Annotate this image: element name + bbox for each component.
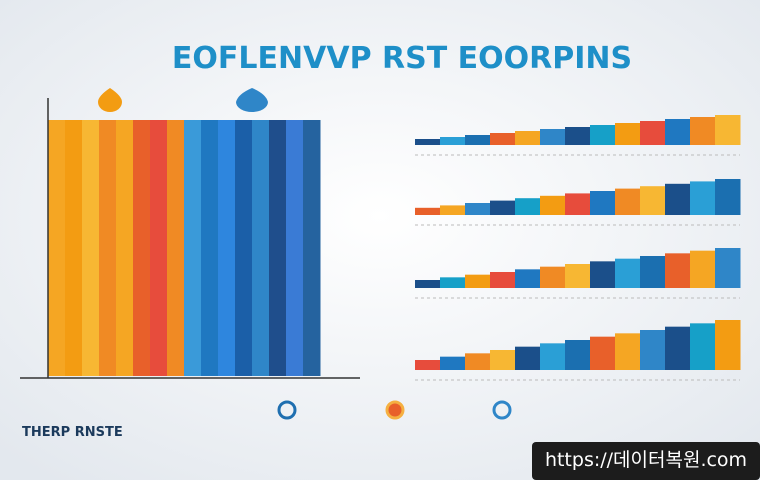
ramp-bar [515,131,541,145]
ramp-bar [615,123,641,145]
ramp-bar [640,121,666,145]
title: EOFLENVVP RST EOORPINS [172,41,632,76]
ramp-bar [715,320,741,370]
ramp-bar [715,248,741,288]
stripe [269,120,287,376]
ramp-bar [615,188,641,215]
ramp-bar [465,274,491,288]
ramp-bar [540,129,566,145]
icon [385,400,405,420]
ramp-bar [565,193,591,215]
stripe [167,120,185,376]
stripe [133,120,151,376]
ramp-bar [665,183,691,215]
stripe [116,120,134,376]
stripe [201,120,219,376]
ramp-bar [640,330,666,370]
ramp-bar [565,127,591,145]
stripe [235,120,253,376]
ramp-bar [690,181,716,215]
right-panel [415,115,741,381]
stripe [184,120,202,376]
ramp-bar [540,195,566,215]
icon [277,400,297,420]
stripe [48,120,66,376]
ramp-bar [465,135,491,145]
stripe [252,120,270,376]
ramp-bar [490,133,516,145]
ramp-bar [490,350,516,370]
ramp-bar [665,326,691,370]
ramp-bar [440,205,466,215]
ramp-bar [415,360,441,370]
ramp-bar [640,256,666,288]
stripe [65,120,83,376]
ramp-bar [515,269,541,288]
ramp-bar [415,280,441,288]
stripe [150,120,168,376]
ramp-bar [490,272,516,288]
ramp-bar [590,191,616,215]
ramp-bar [415,139,441,145]
ramp-bar [515,346,541,370]
ramp-bar [690,250,716,288]
ramp-bar [440,277,466,288]
ramp-bar [665,253,691,288]
stripe [218,120,236,376]
ramp-bar [415,207,441,215]
ramp-bar [490,200,516,215]
ramp-bar [640,186,666,215]
stripe [99,120,117,376]
ramp-bar [565,340,591,370]
ramp-bar [665,119,691,145]
marker [98,88,122,112]
stripe [303,120,321,376]
stripe [82,120,100,376]
icon [492,400,512,420]
ramp-bar [690,117,716,145]
footer-label: THERP RNSTE [22,425,123,440]
ramp-bar [540,343,566,370]
ramp-bar [565,264,591,288]
ramp-bar [615,333,641,370]
ramp-bar [690,323,716,370]
ramp-bar [590,125,616,145]
watermark-box [532,442,760,480]
ramp-bar [715,179,741,215]
ramp-bar [515,198,541,215]
ramp-bar [440,137,466,145]
ramp-bar [615,258,641,288]
ramp-bar [540,266,566,288]
ramp-bar [590,336,616,370]
ramp-bar [590,261,616,288]
watermark: https://데이터복원.com [545,449,747,471]
ramp-bar [440,356,466,370]
marker [236,88,268,112]
stripe [286,120,304,376]
left-panel [48,120,321,376]
ramp-bar [465,353,491,370]
ramp-bar [465,203,491,215]
ramp-bar [715,115,741,145]
